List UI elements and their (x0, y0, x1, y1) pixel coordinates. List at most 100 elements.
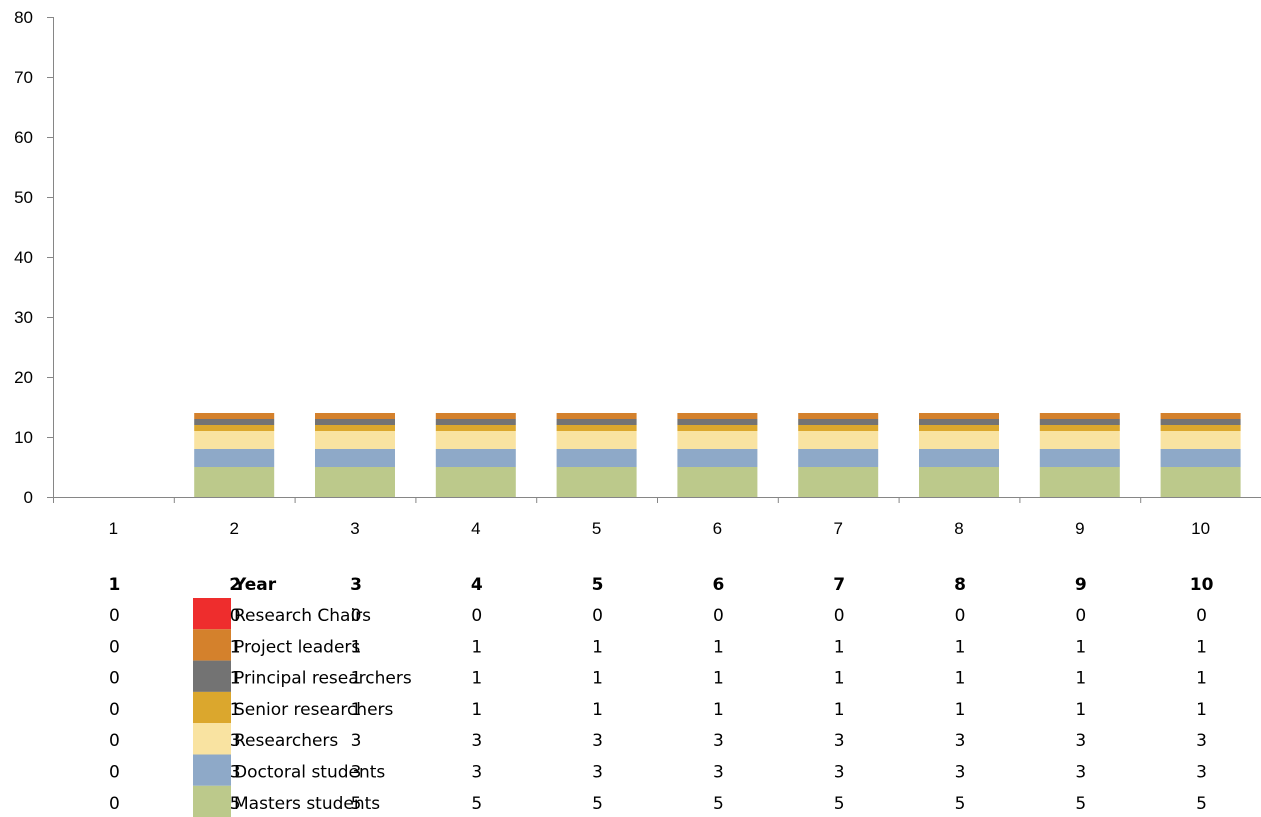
table-cell: 1 (592, 637, 603, 657)
bar-segment (1160, 413, 1241, 419)
table-cell: 1 (1196, 669, 1207, 689)
table-cell: 0 (834, 606, 845, 626)
y-tick-label: 60 (14, 128, 33, 147)
bar-segment (798, 425, 879, 431)
x-tick-label: 10 (1191, 519, 1210, 538)
bar-segment (556, 419, 637, 425)
table-cell: 1 (230, 700, 241, 720)
series-label: Principal researchers (234, 669, 412, 689)
table-cell: 0 (230, 606, 241, 626)
table-header-cell: 10 (1190, 575, 1214, 595)
bar-segment (556, 425, 637, 431)
bar-segment (798, 467, 879, 497)
bar-segment (919, 419, 999, 425)
table-cell: 1 (1196, 637, 1207, 657)
bar-segment (556, 431, 637, 449)
bar-segment (194, 431, 275, 449)
table-cell: 5 (230, 794, 241, 814)
bar-segment (798, 419, 879, 425)
bar-segment (1039, 431, 1120, 449)
table-cell: 3 (834, 731, 845, 751)
bar-segment (1039, 467, 1120, 497)
bar-segment (435, 419, 516, 425)
table-cell: 0 (1196, 606, 1207, 626)
table-cell: 3 (955, 763, 966, 783)
table-cell: 3 (592, 731, 603, 751)
x-tick-label: 7 (833, 519, 842, 538)
bar-segment (194, 413, 275, 419)
bar-segment (919, 413, 999, 419)
bar-segment (1039, 413, 1120, 419)
table-cell: 3 (713, 731, 724, 751)
table-cell: 0 (109, 763, 120, 783)
bar-segment (315, 413, 395, 419)
table-cell: 1 (471, 669, 482, 689)
table-header-cell: 5 (592, 575, 604, 595)
legend-swatch (193, 691, 231, 724)
table-cell: 3 (471, 731, 482, 751)
table-cell: 1 (834, 700, 845, 720)
y-tick-label: 0 (24, 488, 33, 507)
table-cell: 5 (351, 794, 362, 814)
bar-segment (194, 449, 275, 467)
bar-segment (1039, 425, 1120, 431)
y-tick-label: 50 (14, 188, 33, 207)
bar-segment (435, 449, 516, 467)
bar-segment (435, 413, 516, 419)
table-cell: 3 (351, 763, 362, 783)
table-cell: 1 (713, 700, 724, 720)
table-cell: 3 (230, 731, 241, 751)
table-cell: 0 (109, 794, 120, 814)
series-label: Research Chairs (234, 606, 371, 626)
table-cell: 3 (1196, 731, 1207, 751)
y-tick-label: 20 (14, 368, 33, 387)
table-cell: 0 (109, 637, 120, 657)
table-cell: 1 (834, 637, 845, 657)
table-cell: 0 (109, 669, 120, 689)
table-cell: 0 (955, 606, 966, 626)
bar-segment (315, 419, 395, 425)
table-cell: 1 (230, 669, 241, 689)
bar-segment (1039, 419, 1120, 425)
axes-lines (53, 17, 1261, 498)
bar-segment (919, 431, 999, 449)
table-cell: 3 (713, 763, 724, 783)
table-header-cell: 3 (350, 575, 362, 595)
bar-segment (194, 419, 275, 425)
y-tick-label: 70 (14, 68, 33, 87)
bar-segment (1160, 431, 1241, 449)
table-cell: 1 (351, 700, 362, 720)
table-cell: 5 (592, 794, 603, 814)
table-cell: 0 (713, 606, 724, 626)
table-cell: 1 (955, 669, 966, 689)
table-cell: 1 (351, 669, 362, 689)
bar-segment (556, 413, 637, 419)
table-header-cell: 7 (833, 575, 845, 595)
table-header-cell: 8 (954, 575, 966, 595)
y-tick-label: 80 (14, 8, 33, 27)
table-cell: 5 (1075, 794, 1086, 814)
table-header-cell: 4 (471, 575, 483, 595)
bar-segment (919, 449, 999, 467)
table-cell: 3 (1075, 763, 1086, 783)
bar-segment (315, 467, 395, 497)
x-tick-label: 8 (954, 519, 963, 538)
legend-swatch (193, 723, 231, 755)
table-cell: 0 (109, 606, 120, 626)
bar-segment (435, 425, 516, 431)
bar-segment (919, 425, 999, 431)
table-cell: 1 (230, 637, 241, 657)
table-cell: 1 (1196, 700, 1207, 720)
bar-segment (677, 413, 758, 419)
legend-swatch (193, 598, 231, 630)
bar-segment (1160, 467, 1241, 497)
table-cell: 3 (471, 763, 482, 783)
bar-segment (315, 449, 395, 467)
table-cell: 1 (955, 700, 966, 720)
bar-segment (315, 431, 395, 449)
table-cell: 3 (1075, 731, 1086, 751)
x-tick-label: 5 (592, 519, 601, 538)
table-header-cell: 2 (229, 575, 241, 595)
table-cell: 3 (955, 731, 966, 751)
bar-segment (798, 431, 879, 449)
